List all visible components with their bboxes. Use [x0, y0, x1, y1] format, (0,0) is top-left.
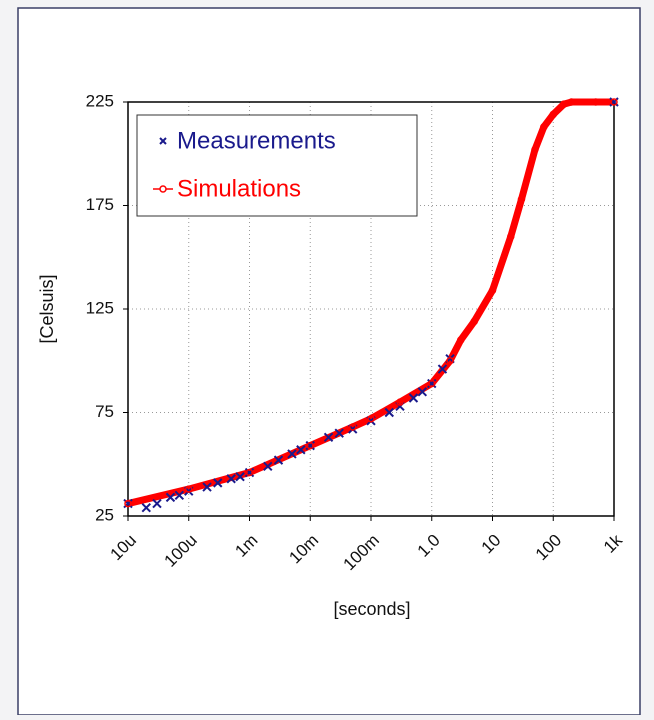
data-point	[470, 317, 478, 326]
data-point	[185, 485, 193, 493]
data-point	[408, 393, 419, 403]
legend-marker	[159, 185, 167, 193]
data-point	[609, 97, 619, 107]
data-point	[152, 498, 162, 509]
data-point	[488, 286, 497, 295]
data-point	[427, 378, 437, 389]
data-point	[287, 449, 297, 459]
data-point	[428, 379, 436, 388]
legend-label: Measurements	[177, 127, 336, 154]
x-axis-title: [seconds]	[333, 599, 410, 619]
frame	[17, 7, 641, 716]
data-point	[263, 461, 273, 472]
data-point	[456, 336, 465, 344]
data-point	[348, 423, 357, 431]
data-point	[560, 100, 568, 108]
data-point	[367, 414, 375, 423]
y-tick-label: 225	[86, 91, 114, 110]
legend-box	[136, 114, 418, 217]
data-point	[417, 387, 428, 397]
data-point	[507, 232, 515, 241]
series-line	[127, 98, 614, 507]
y-tick-label: 125	[86, 298, 114, 317]
data-point	[124, 499, 132, 508]
data-point	[517, 195, 526, 204]
plot-area	[127, 101, 615, 517]
data-point	[323, 432, 334, 443]
legend-label: Simulations	[177, 175, 301, 202]
y-tick-label: 25	[95, 505, 114, 524]
data-point	[235, 471, 245, 482]
data-point	[165, 492, 176, 503]
y-tick-label: 75	[95, 402, 114, 421]
data-point	[123, 498, 133, 509]
data-point	[174, 490, 185, 501]
data-point	[334, 428, 344, 438]
data-point	[296, 445, 306, 455]
data-point	[567, 98, 576, 106]
data-point	[396, 398, 404, 406]
y-axis-title: [Celsuis]	[37, 274, 57, 343]
data-point	[446, 357, 454, 365]
data-point	[244, 467, 255, 478]
y-tick-label: 175	[86, 195, 114, 214]
data-point	[610, 98, 618, 106]
data-point	[202, 482, 212, 492]
data-point	[213, 478, 223, 488]
data-point	[245, 468, 254, 477]
data-point	[531, 145, 539, 154]
data-point	[384, 407, 394, 418]
data-point	[540, 123, 548, 131]
data-point	[306, 441, 314, 450]
data-point	[273, 455, 284, 465]
legend-marker	[159, 137, 167, 145]
data-point	[437, 364, 448, 374]
data-point	[305, 440, 315, 451]
data-point	[141, 503, 151, 513]
data-point	[591, 98, 600, 106]
data-point	[549, 110, 557, 119]
data-point	[226, 474, 236, 484]
